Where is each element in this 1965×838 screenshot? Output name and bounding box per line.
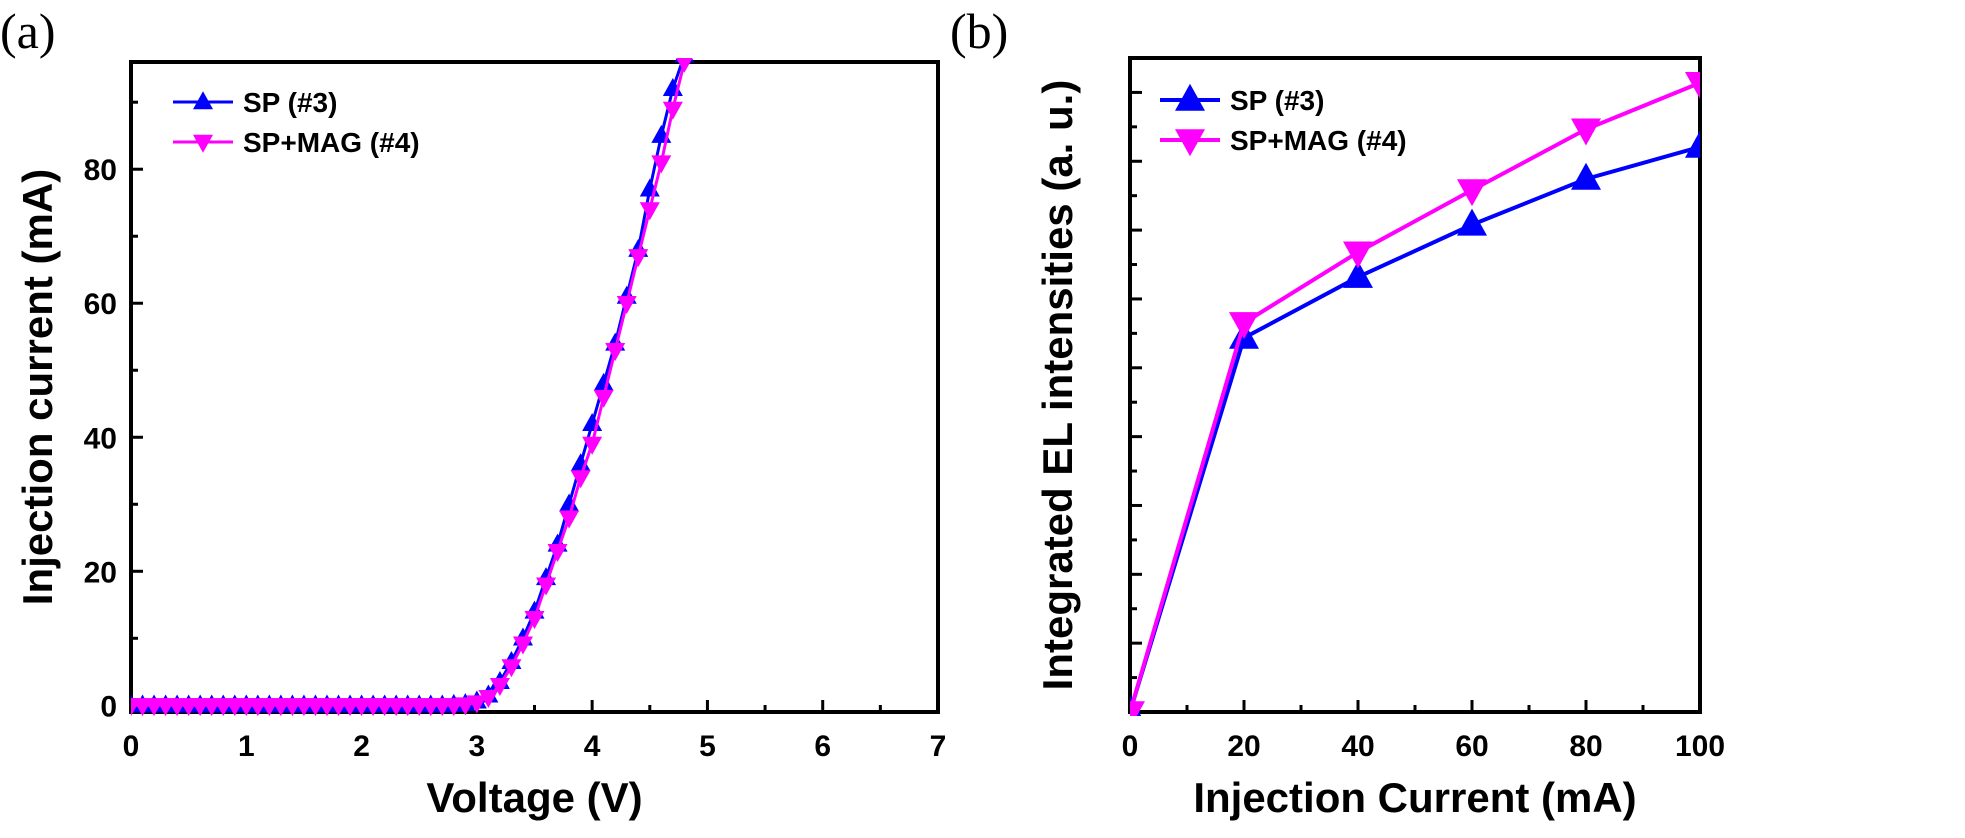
data-point-sp (559, 493, 580, 512)
data-point-sp-mag (547, 543, 568, 562)
x-axis-title: Voltage (V) (426, 774, 642, 821)
panel-a: (a) 0 1 2 3 4 5 6 7 0 20 40 60 80 Voltage (V) Injection… (0, 3, 946, 821)
data-point-sp-mag (639, 202, 660, 221)
data-point-sp-mag (512, 636, 533, 655)
plot-area (131, 58, 695, 716)
x-tick-label: 0 (1122, 730, 1139, 763)
legend: SP (#3) SP+MAG (#4) (1160, 83, 1407, 157)
x-tick-label: 40 (1341, 730, 1374, 763)
data-point-sp-mag (570, 470, 591, 489)
x-tick-label: 60 (1455, 730, 1488, 763)
x-tick-label: 2 (353, 730, 370, 763)
data-point-sp-mag (1343, 241, 1373, 269)
x-tick-label: 0 (123, 730, 140, 763)
y-tick-label: 80 (84, 154, 117, 187)
data-point-sp (593, 372, 614, 391)
plot-area (1130, 72, 1700, 716)
data-point-sp-mag (466, 695, 487, 714)
x-tick-label: 100 (1675, 730, 1725, 763)
panel-label: (a) (0, 3, 56, 59)
data-point-sp-mag (676, 58, 693, 73)
data-point-sp (1571, 162, 1601, 190)
series-line-sp (1130, 145, 1700, 713)
triangle-down-icon (1175, 129, 1205, 157)
data-point-sp-mag (536, 577, 557, 596)
y-tick-label: 60 (84, 288, 117, 321)
triangle-down-icon (193, 134, 213, 153)
data-point-sp-mag (478, 690, 499, 709)
x-tick-label: 5 (699, 730, 716, 763)
data-point-sp-mag (455, 697, 476, 716)
x-tick-label: 4 (584, 730, 601, 763)
y-axis-title: Integrated EL intensities (a. u.) (1034, 80, 1081, 691)
x-axis-title: Injection Current (mA) (1193, 774, 1636, 821)
data-point-sp-mag (662, 101, 683, 120)
data-point-sp-mag (1457, 179, 1487, 207)
data-point-sp-mag (1130, 701, 1145, 716)
plot-frame (1128, 56, 1702, 714)
triangle-up-icon (193, 91, 213, 110)
data-point-sp (1457, 208, 1487, 236)
series-line-sp-mag (1130, 80, 1700, 713)
y-tick-label: 0 (100, 690, 117, 723)
data-point-sp-mag (593, 389, 614, 408)
x-tick-label: 6 (814, 730, 831, 763)
x-tick-label: 7 (930, 730, 947, 763)
y-axis-title: Injection current (mA) (14, 169, 61, 605)
data-point-sp (1685, 130, 1700, 158)
x-tick-label: 1 (238, 730, 255, 763)
x-tick-label: 80 (1569, 730, 1602, 763)
triangle-up-icon (1175, 83, 1205, 111)
data-point-sp-mag (1685, 72, 1700, 100)
data-point-sp-mag (489, 677, 510, 696)
legend-label: SP (#3) (1230, 85, 1324, 116)
data-point-sp-mag (628, 249, 649, 268)
legend-label: SP+MAG (#4) (1230, 125, 1407, 156)
data-point-sp-mag (582, 436, 603, 455)
data-point-sp-mag (524, 610, 545, 629)
y-tick-label: 40 (84, 422, 117, 455)
legend-label: SP+MAG (#4) (243, 127, 420, 158)
data-point-sp-mag (651, 155, 672, 174)
data-point-sp (1343, 260, 1373, 288)
x-tick-label: 3 (469, 730, 486, 763)
data-point-sp-mag (605, 342, 626, 361)
panel-b: (b) 0 20 40 60 80 100 Injection Current (mA) Int… (950, 3, 1725, 821)
panel-label: (b) (950, 3, 1008, 59)
data-point-sp-mag (559, 510, 580, 529)
x-tick-label: 20 (1227, 730, 1260, 763)
y-tick-label: 20 (84, 556, 117, 589)
data-point-sp-mag (501, 659, 522, 678)
data-point-sp-mag (1571, 118, 1601, 146)
data-point-sp-mag (616, 296, 637, 315)
legend-label: SP (#3) (243, 87, 337, 118)
legend: SP (#3) SP+MAG (#4) (173, 87, 420, 158)
data-point-sp-mag (1229, 312, 1259, 340)
